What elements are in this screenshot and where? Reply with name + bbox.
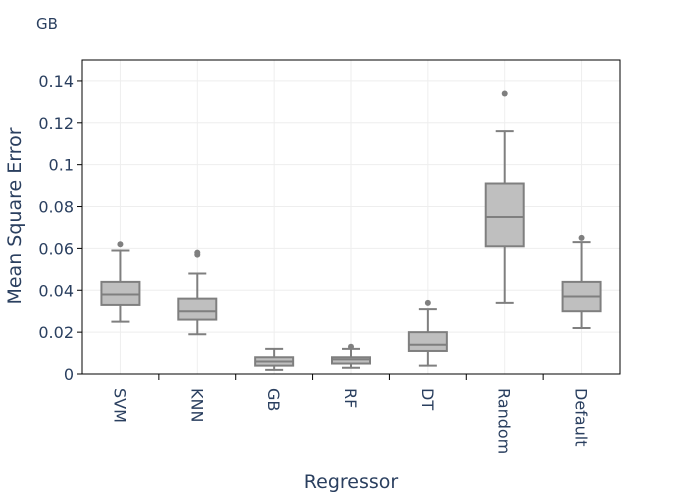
x-tick-label: KNN	[187, 388, 206, 422]
plot-area-frame	[81, 59, 621, 375]
outlier-point	[117, 241, 124, 248]
outlier-point	[424, 299, 431, 306]
x-tick-label: DT	[418, 388, 437, 410]
y-tick-label: 0.14	[38, 72, 74, 91]
box-random	[484, 90, 525, 304]
box-knn	[177, 249, 218, 336]
x-axis-ticks: SVM KNN GB RF DT Random Default	[110, 374, 591, 454]
y-tick-label: 0	[64, 365, 74, 384]
iqr-box	[100, 280, 141, 306]
iqr-box	[177, 297, 218, 321]
outlier-point	[194, 249, 201, 256]
x-tick-label: RF	[341, 388, 360, 408]
iqr-box	[484, 182, 525, 248]
y-axis-title: Mean Square Error	[4, 127, 26, 304]
outlier-point	[501, 90, 508, 97]
outlier-point	[578, 234, 585, 241]
x-axis-title: Regressor	[304, 471, 399, 493]
x-tick-label: Default	[572, 388, 591, 446]
y-tick-label: 0.08	[38, 198, 74, 217]
box-gb	[254, 347, 295, 371]
chart-title: GB	[36, 15, 58, 33]
box-rf	[331, 343, 371, 369]
y-tick-label: 0.02	[38, 323, 74, 342]
y-axis-ticks: 0 0.02 0.04 0.06 0.08 0.1 0.12 0.14	[38, 72, 82, 384]
box-svm	[100, 241, 141, 323]
box-default	[561, 234, 602, 329]
x-tick-label: GB	[264, 388, 283, 411]
y-tick-label: 0.1	[49, 156, 74, 175]
box-series	[100, 90, 602, 371]
grid-lines	[82, 60, 620, 375]
box-dt	[407, 299, 448, 367]
iqr-box	[331, 356, 371, 365]
x-tick-label: Random	[495, 388, 514, 454]
outlier-point	[348, 343, 354, 350]
y-tick-label: 0.06	[38, 239, 74, 258]
y-tick-label: 0.04	[38, 281, 74, 300]
y-tick-label: 0.12	[38, 114, 74, 133]
x-tick-label: SVM	[110, 388, 129, 423]
iqr-box	[407, 331, 448, 352]
